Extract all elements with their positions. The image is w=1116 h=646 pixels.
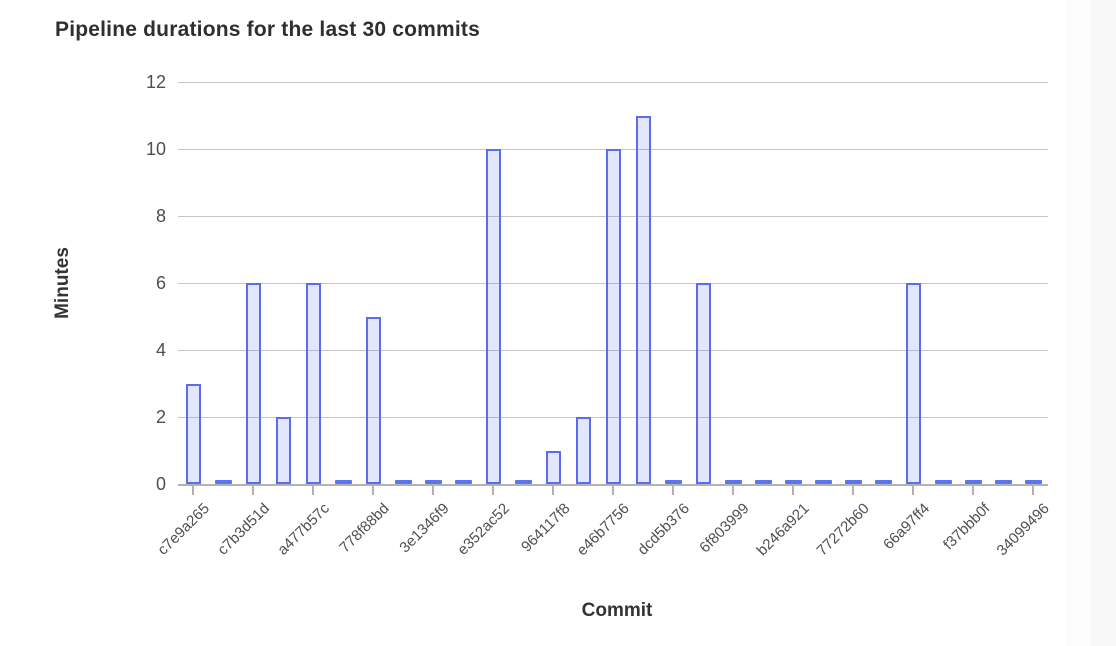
pipeline-bar-zero[interactable] [964,480,982,484]
x-tick-mark [1032,486,1034,495]
x-tick-mark [432,486,434,495]
x-tick-label: 6f803999 [696,500,754,557]
pipeline-bar[interactable] [305,283,321,484]
pipeline-bar-zero[interactable] [424,480,442,484]
x-axis-title: Commit [581,600,653,621]
page-background-strip [1066,0,1116,646]
gridline [178,282,1048,284]
pipeline-bar-zero[interactable] [1024,480,1042,484]
x-tick-mark [492,486,494,495]
x-tick-label: 66a97ff4 [879,500,934,554]
pipeline-bar[interactable] [245,283,261,484]
pipeline-bar[interactable] [275,417,291,484]
pipeline-bar[interactable] [185,383,201,484]
x-tick-label: c7b3d51d [214,500,274,559]
x-axis-line [178,484,1048,486]
x-tick-label: a477b57c [274,500,334,559]
gridline [178,416,1048,418]
chart-title: Pipeline durations for the last 30 commi… [55,18,480,41]
x-tick-mark [972,486,974,495]
pipeline-bar-zero[interactable] [934,480,952,484]
pipeline-bar[interactable] [485,149,501,484]
y-tick-label: 0 [155,474,166,494]
pipeline-bar-zero[interactable] [754,480,772,484]
x-tick-mark [312,486,314,495]
pipeline-bar[interactable] [905,283,921,484]
pipeline-bar-zero[interactable] [784,480,802,484]
x-tick-label: f37bbb0f [939,500,994,554]
pipeline-bar[interactable] [545,450,561,484]
x-tick-mark [732,486,734,495]
y-tick-label: 8 [155,206,166,226]
y-tick-label: 6 [155,273,166,293]
x-tick-label: c7e9a265 [154,500,214,559]
x-tick-label: e352ac52 [454,500,514,559]
pipeline-bar-zero[interactable] [724,480,742,484]
pipeline-bar-zero[interactable] [874,480,892,484]
pipeline-bar[interactable] [365,316,381,484]
x-tick-mark [672,486,674,495]
y-tick-label: 2 [155,407,166,427]
gridline [178,81,1048,83]
pipeline-bar-zero[interactable] [994,480,1012,484]
x-tick-label: dcd5b376 [634,500,694,559]
x-tick-mark [852,486,854,495]
gridline [178,215,1048,217]
x-tick-label: 77272b60 [813,500,874,560]
x-tick-label: 34099496 [993,500,1054,560]
y-tick-label: 4 [155,340,166,360]
pipeline-bar[interactable] [575,417,591,484]
x-tick-mark [612,486,614,495]
pipeline-bar-zero[interactable] [454,480,472,484]
x-tick-label: 778f88bd [336,500,394,557]
x-tick-mark [912,486,914,495]
x-tick-label: 3e1346f9 [396,500,454,557]
x-tick-mark [372,486,374,495]
x-tick-label: 964117f8 [517,500,574,556]
pipeline-bar-zero[interactable] [664,480,682,484]
pipeline-bar-zero[interactable] [844,480,862,484]
pipeline-bar[interactable] [605,149,621,484]
pipeline-bar[interactable] [635,115,651,484]
pipeline-bar-zero[interactable] [214,480,232,484]
gridline [178,349,1048,351]
pipeline-bar[interactable] [695,283,711,484]
x-tick-label: e46b7756 [573,500,634,560]
pipeline-bar-zero[interactable] [814,480,832,484]
pipeline-bar-zero[interactable] [514,480,532,484]
x-tick-mark [252,486,254,495]
y-tick-label: 12 [145,72,166,92]
x-tick-label: b246a921 [753,500,814,560]
x-tick-mark [192,486,194,495]
x-tick-mark [552,486,554,495]
x-tick-mark [792,486,794,495]
pipeline-bar-zero[interactable] [334,480,352,484]
pipeline-bar-zero[interactable] [394,480,412,484]
y-tick-label: 10 [145,139,166,159]
